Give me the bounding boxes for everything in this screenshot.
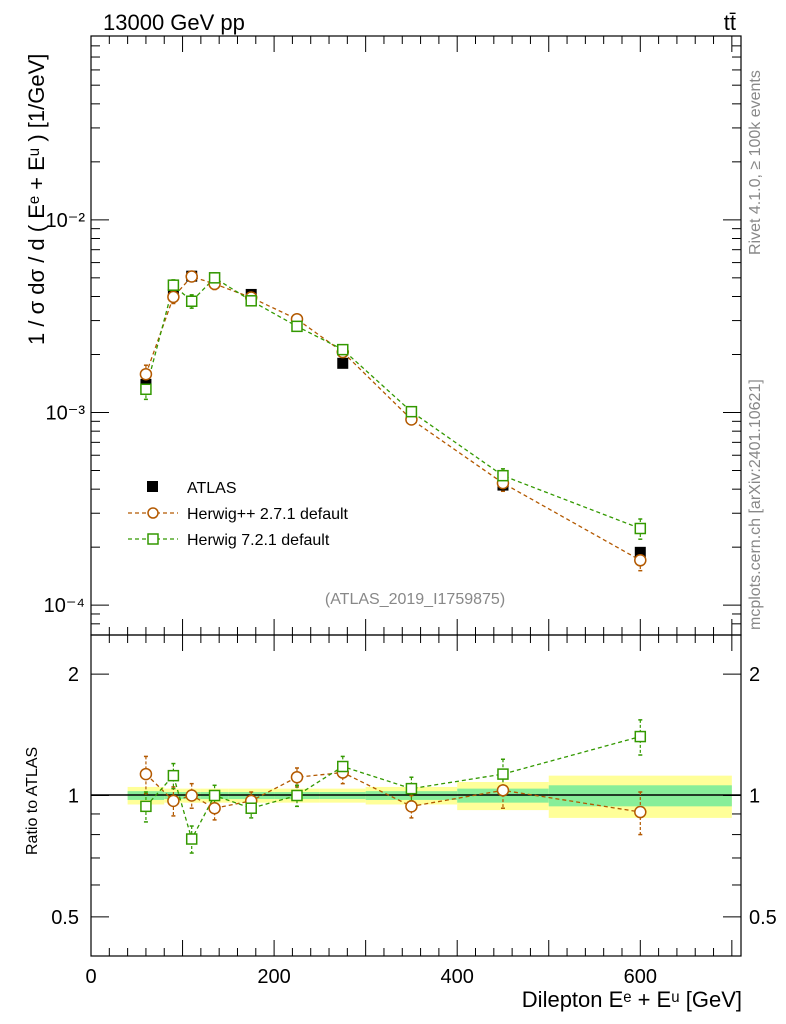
herwig7-point [291, 320, 303, 333]
herwig7-point [140, 383, 152, 396]
herwigpp-point [634, 805, 647, 819]
herwigpp-point [167, 290, 180, 304]
legend-label-atlas: ATLAS [187, 480, 237, 497]
x-tick-label: 200 [257, 966, 290, 988]
main-y-tick-label: 10⁻³ [46, 402, 86, 424]
main-data-series [139, 270, 647, 572]
ratio-y-tick-label-right: 1 [749, 786, 760, 808]
herwigpp-point [496, 784, 510, 797]
legend: ATLAS Herwig++ 2.7.1 default Herwig 7.2.… [128, 480, 349, 549]
herwigpp-point [208, 801, 221, 815]
series-line [145, 275, 641, 561]
legend-marker-herwigpp [147, 507, 159, 519]
main-y-axis-label: 1 / σ dσ / d ( Eᵉ + Eᵘ ) [1/GeV] [24, 54, 49, 345]
herwig7-point [497, 768, 509, 780]
main-y-tick-label: 10⁻² [46, 210, 86, 232]
herwig7-point [208, 272, 221, 284]
herwig7-point [634, 522, 647, 535]
herwigpp-point [185, 270, 198, 283]
ratio-series-line [145, 735, 641, 841]
main-axis-ticks: 10⁻² 10⁻³ 10⁻⁴ [44, 35, 741, 636]
herwig7-point [167, 279, 180, 291]
herwigpp-point [139, 767, 153, 781]
herwig7-point [245, 295, 257, 307]
herwig7-point [497, 469, 509, 482]
herwigpp-point [290, 770, 304, 784]
herwig7-point [405, 405, 418, 418]
ratio-y-tick-label-right: 0.5 [749, 907, 777, 929]
main-y-tick-label: 10⁻⁴ [44, 595, 85, 617]
energy-label: 13000 GeV pp [103, 10, 245, 35]
herwig7-point [208, 789, 221, 802]
ratio-axis-ticks: 2 2 1 1 0.5 0.5 0 200 400 600 [51, 635, 777, 988]
herwig7-point [185, 833, 198, 845]
legend-marker-herwig7 [147, 533, 159, 545]
herwigpp-point [139, 367, 153, 381]
band-inner-bin [548, 785, 732, 807]
mcplots-label: mcplots.cern.ch [arXiv:2401.10621] [747, 379, 764, 630]
herwig7-point [634, 730, 647, 743]
x-axis-label: Dilepton Eᵉ + Eᵘ [GeV] [522, 987, 742, 1012]
legend-label-herwigpp: Herwig++ 2.7.1 default [187, 506, 349, 523]
ratio-y-axis-label: Ratio to ATLAS [24, 747, 41, 855]
x-tick-label: 0 [85, 966, 96, 988]
herwig7-point [291, 789, 303, 802]
series-line [145, 277, 641, 530]
herwig7-point [167, 769, 180, 782]
x-tick-label: 400 [441, 966, 474, 988]
herwig7-point [405, 782, 418, 795]
legend-label-herwig7: Herwig 7.2.1 default [187, 532, 330, 549]
herwigpp-point [405, 800, 418, 813]
ratio-y-tick-label-left: 1 [68, 786, 79, 808]
atlas-point [634, 546, 646, 558]
herwig7-point [185, 295, 198, 307]
x-tick-label: 600 [624, 966, 657, 988]
legend-marker-atlas [147, 481, 158, 492]
herwigpp-point [185, 789, 198, 802]
ratio-y-tick-label-left: 0.5 [51, 907, 79, 929]
herwigpp-point [167, 794, 180, 808]
atlas-point [337, 357, 349, 369]
herwig7-point [337, 343, 349, 356]
ratio-data-series [139, 719, 647, 854]
ratio-y-tick-label-right: 2 [749, 664, 760, 686]
herwig7-point [337, 760, 349, 773]
herwigpp-point [634, 554, 647, 567]
herwig7-point [245, 802, 257, 814]
analysis-label: (ATLAS_2019_I1759875) [325, 591, 505, 608]
herwig7-point [140, 800, 152, 813]
rivet-label: Rivet 4.1.0, ≥ 100k events [747, 70, 764, 255]
process-label: tt̄ [724, 10, 736, 35]
ratio-y-tick-label-left: 2 [68, 664, 79, 686]
